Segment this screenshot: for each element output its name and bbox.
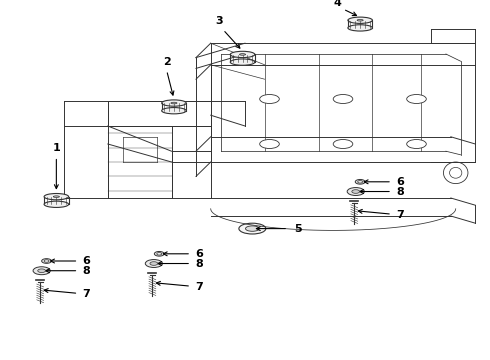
Text: 8: 8 bbox=[396, 186, 404, 197]
Text: 2: 2 bbox=[163, 57, 171, 67]
Ellipse shape bbox=[240, 54, 245, 55]
Ellipse shape bbox=[44, 201, 69, 207]
Ellipse shape bbox=[154, 251, 164, 256]
Ellipse shape bbox=[245, 226, 259, 231]
Ellipse shape bbox=[355, 180, 365, 184]
Ellipse shape bbox=[347, 188, 365, 195]
Text: 7: 7 bbox=[82, 289, 90, 300]
Ellipse shape bbox=[239, 223, 266, 234]
Text: 8: 8 bbox=[195, 258, 203, 269]
Ellipse shape bbox=[53, 196, 59, 197]
Ellipse shape bbox=[230, 51, 255, 58]
Ellipse shape bbox=[44, 194, 69, 200]
Ellipse shape bbox=[407, 139, 426, 148]
Text: 4: 4 bbox=[333, 0, 341, 8]
Ellipse shape bbox=[333, 94, 353, 104]
Ellipse shape bbox=[352, 190, 360, 193]
Ellipse shape bbox=[162, 100, 186, 106]
Text: 8: 8 bbox=[82, 266, 90, 276]
Ellipse shape bbox=[348, 25, 372, 31]
Ellipse shape bbox=[333, 139, 353, 148]
Ellipse shape bbox=[38, 269, 46, 273]
Ellipse shape bbox=[407, 94, 426, 104]
Text: 5: 5 bbox=[294, 224, 302, 234]
Ellipse shape bbox=[260, 139, 279, 148]
Text: 6: 6 bbox=[82, 256, 90, 266]
Text: 6: 6 bbox=[195, 249, 203, 259]
Text: 3: 3 bbox=[216, 16, 223, 26]
Ellipse shape bbox=[348, 17, 372, 23]
Ellipse shape bbox=[42, 258, 51, 264]
Ellipse shape bbox=[150, 262, 158, 265]
Ellipse shape bbox=[260, 94, 279, 104]
Ellipse shape bbox=[146, 260, 162, 267]
Ellipse shape bbox=[33, 267, 50, 275]
Ellipse shape bbox=[162, 108, 186, 114]
Ellipse shape bbox=[171, 102, 177, 104]
Text: 7: 7 bbox=[195, 282, 203, 292]
Text: 6: 6 bbox=[396, 177, 404, 187]
Text: 7: 7 bbox=[396, 210, 404, 220]
Ellipse shape bbox=[357, 19, 363, 21]
Ellipse shape bbox=[230, 59, 255, 65]
Text: 1: 1 bbox=[52, 143, 60, 153]
